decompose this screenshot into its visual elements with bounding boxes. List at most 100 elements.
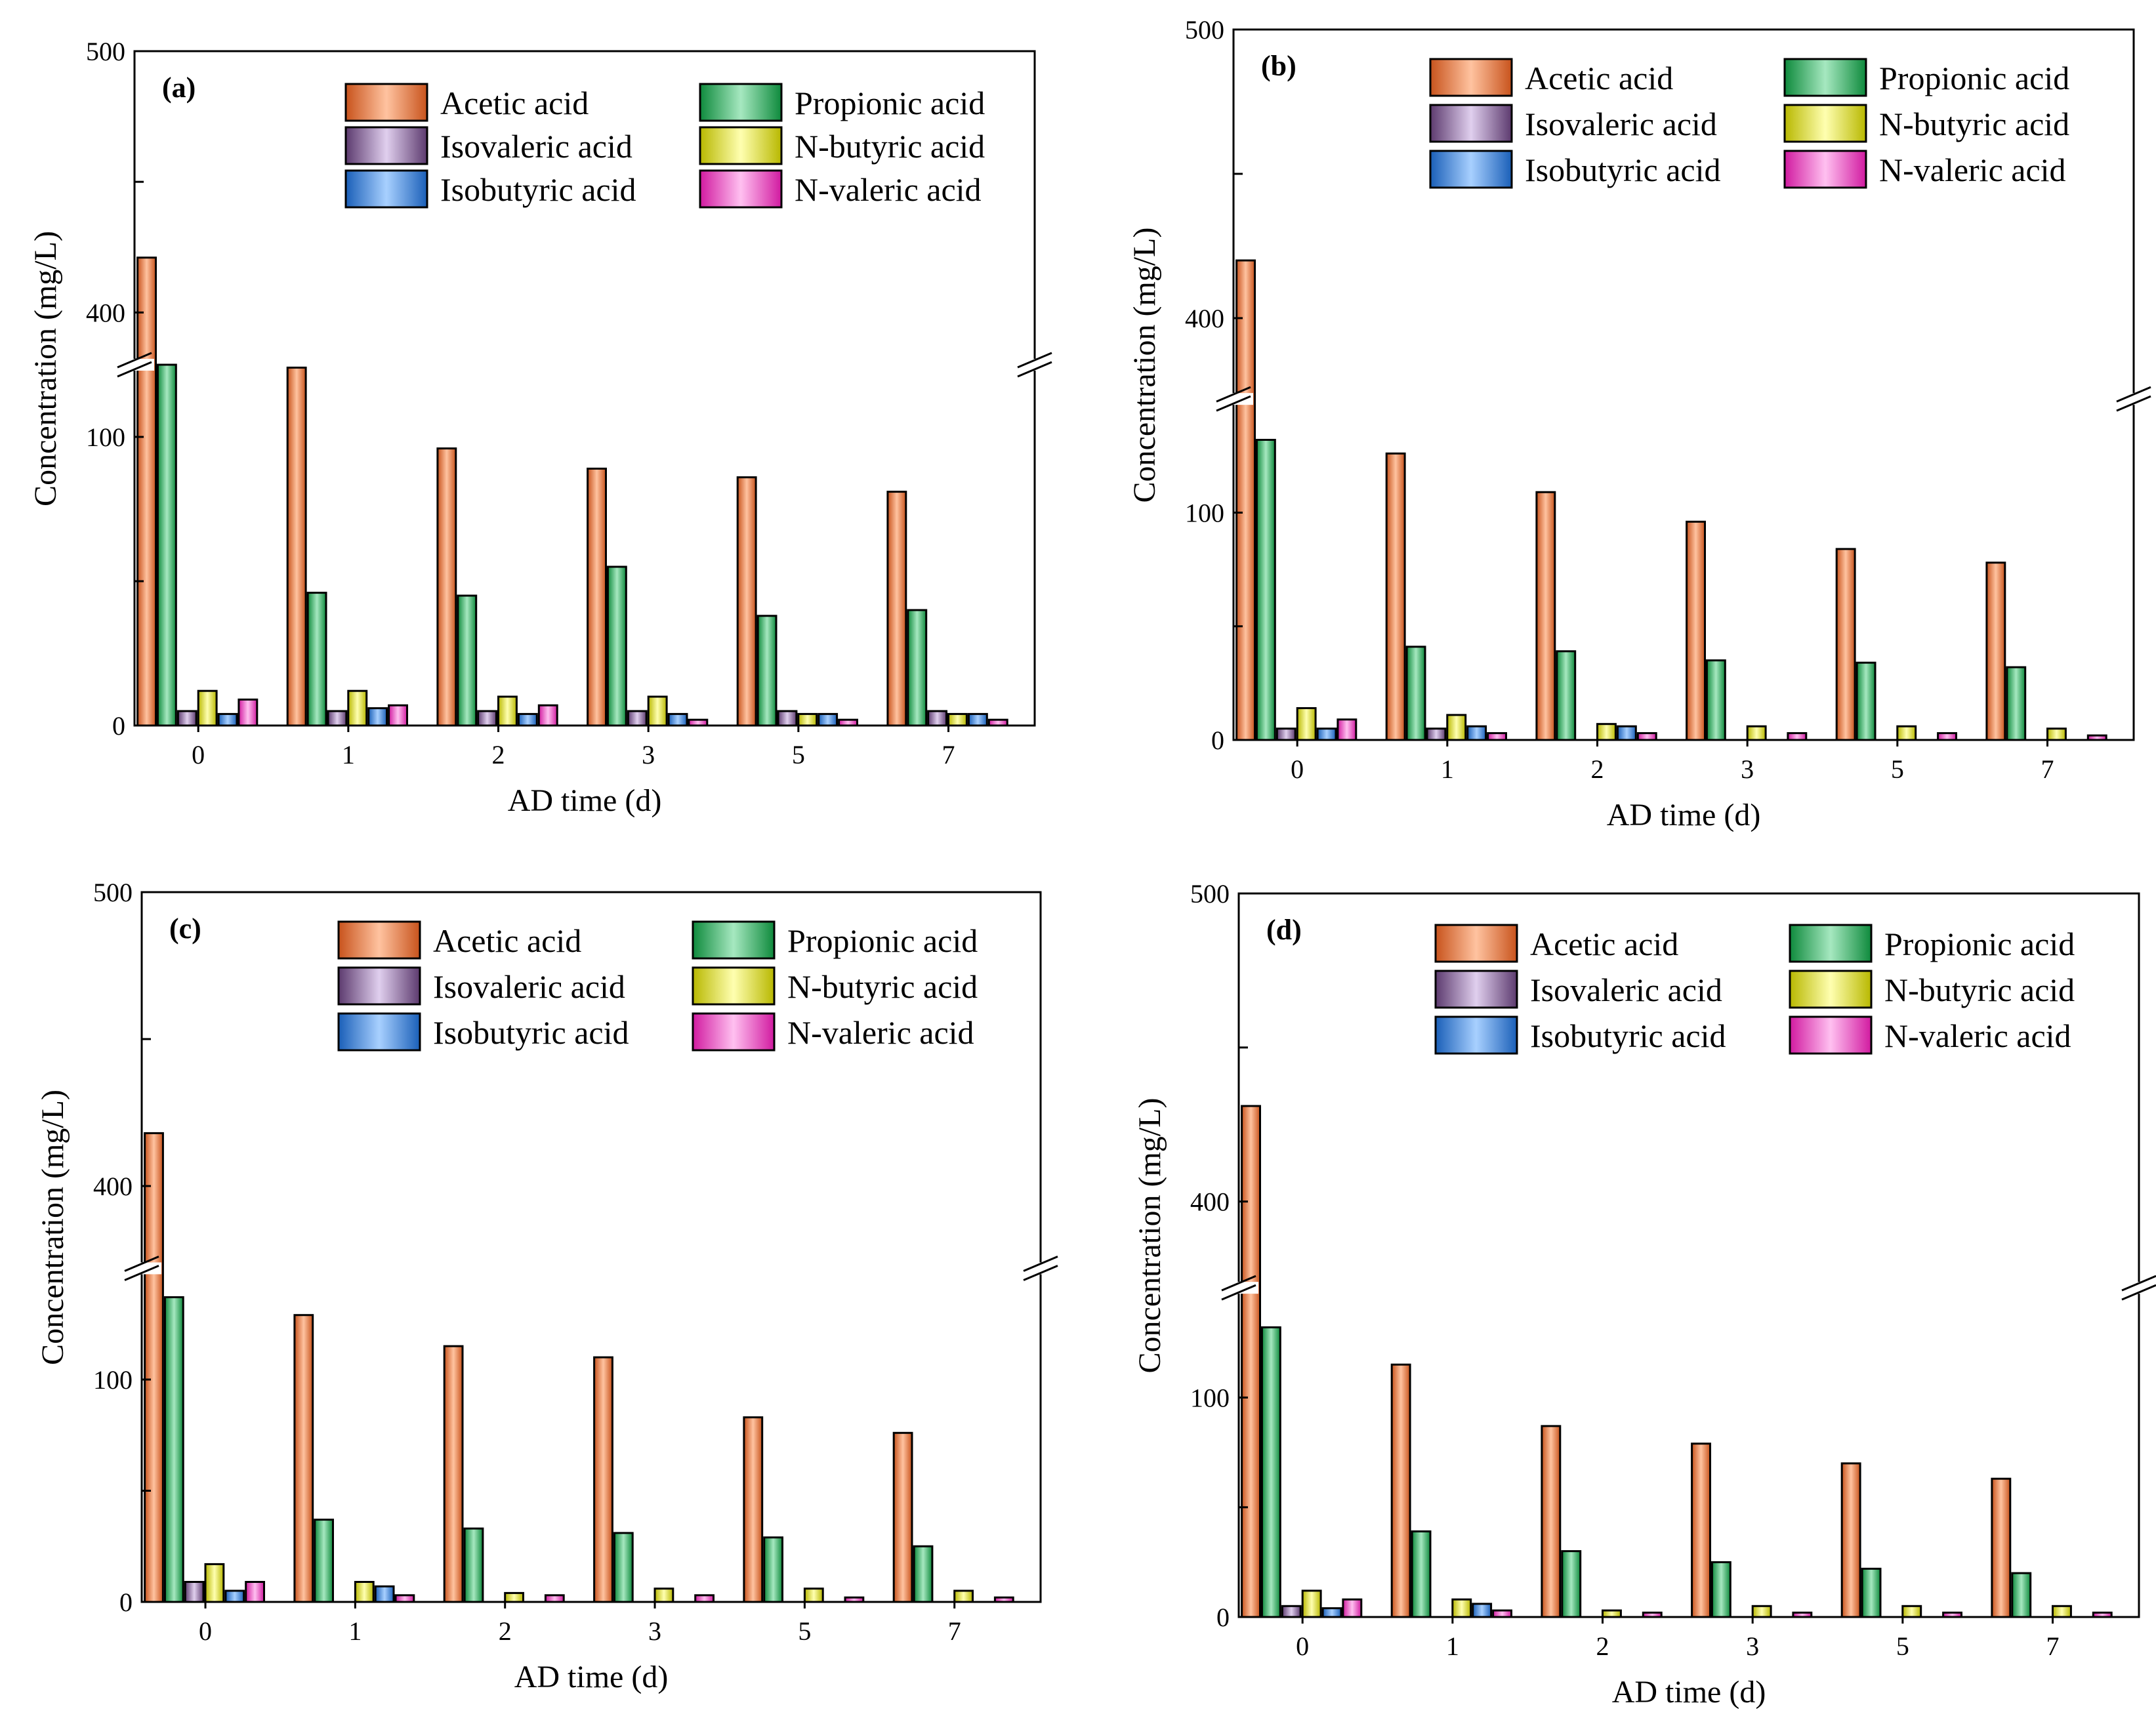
bar-b-n-valeric-acid-0 <box>1337 718 1358 741</box>
bar-c-acetic-acid-2 <box>443 1345 464 1603</box>
bar-c-acetic-acid-3 <box>593 1356 613 1603</box>
bar-d-acetic-acid-1 <box>1390 1363 1411 1618</box>
legend-swatch-n-valeric-acid <box>1783 150 1867 189</box>
x-tick-label: 5 <box>1891 754 1904 784</box>
bar-b-n-butyric-acid-3 <box>1746 725 1767 741</box>
panel-label: (c) <box>169 912 201 945</box>
bar-b-n-butyric-acid-1 <box>1446 714 1467 741</box>
bar-d-isobutyric-acid-1 <box>1472 1603 1493 1618</box>
x-tick-label: 7 <box>2046 1631 2060 1661</box>
bar-b-propionic-acid-2 <box>1556 650 1577 741</box>
y-tick-label: 400 <box>1190 1187 1230 1217</box>
x-tick-label: 1 <box>1441 754 1454 784</box>
bar-b-acetic-acid-1 <box>1385 452 1406 741</box>
bar-d-n-butyric-acid-1 <box>1451 1598 1472 1618</box>
legend-label-n-butyric-acid: N-butyric acid <box>795 128 985 165</box>
chart-panel-a: 0 100 400 500 0 1 2 3 5 7 AD time (d) Concentration… <box>28 37 1054 818</box>
bar-b-propionic-acid-7 <box>2006 666 2027 741</box>
axis-break-gap-left <box>115 359 154 371</box>
axis-break-gap-right <box>2114 393 2153 405</box>
legend-swatch-n-valeric-acid <box>699 169 783 209</box>
bar-c-propionic-acid-5 <box>763 1536 783 1603</box>
legend-swatch-acetic-acid <box>1429 58 1513 97</box>
bar-a-isovaleric-acid-0 <box>176 710 197 727</box>
bar-a-n-valeric-acid-2 <box>537 704 558 727</box>
legend-label-isobutyric-acid: Isobutyric acid <box>1530 1017 1726 1054</box>
bar-c-isobutyric-acid-0 <box>224 1589 245 1603</box>
bar-b-propionic-acid-3 <box>1705 659 1726 741</box>
bar-d-isobutyric-acid-0 <box>1321 1607 1342 1618</box>
y-axis-title: Concentration (mg/L) <box>1132 1098 1167 1374</box>
chart-panel-c: 0 100 400 500 0 1 2 3 5 7 AD time (d) Concentration… <box>35 878 1060 1694</box>
y-tick-label: 0 <box>1211 726 1224 755</box>
x-tick-label: 2 <box>499 1616 512 1646</box>
bar-b-propionic-acid-0 <box>1255 439 1276 741</box>
legend-swatch-n-valeric-acid <box>692 1012 776 1052</box>
bar-d-n-butyric-acid-7 <box>2052 1605 2072 1618</box>
y-tick-label: 100 <box>1190 1383 1230 1412</box>
bar-d-propionic-acid-3 <box>1710 1561 1731 1618</box>
legend-label-isobutyric-acid: Isobutyric acid <box>433 1014 629 1051</box>
legend-swatch-isobutyric-acid <box>1429 150 1513 189</box>
legend: Acetic acid Propionic acid Isovaleric acid… <box>344 83 985 209</box>
x-axis-title: AD time (d) <box>508 783 662 818</box>
x-tick-label: 0 <box>1296 1631 1309 1661</box>
x-tick-label: 2 <box>1591 754 1604 784</box>
x-tick-label: 3 <box>642 740 655 769</box>
legend-label-acetic-acid: Acetic acid <box>440 85 589 121</box>
bar-b-n-valeric-acid-3 <box>1787 732 1808 741</box>
bar-a-n-butyric-acid-3 <box>647 695 668 727</box>
axis-break-slash <box>1017 361 1052 378</box>
axis-break-slash <box>117 361 152 378</box>
bar-a-isobutyric-acid-5 <box>818 712 839 727</box>
axis-break-slash <box>124 1265 159 1281</box>
y-tick-label: 0 <box>1216 1603 1230 1632</box>
bar-a-acetic-acid-5 <box>736 476 757 727</box>
x-axis-title: AD time (d) <box>1607 798 1761 832</box>
bar-c-n-butyric-acid-1 <box>354 1581 375 1603</box>
bar-a-n-butyric-acid-0 <box>197 689 218 727</box>
bar-c-n-butyric-acid-3 <box>653 1587 674 1603</box>
legend-label-acetic-acid: Acetic acid <box>1525 60 1673 96</box>
bar-c-propionic-acid-3 <box>613 1532 634 1603</box>
bar-c-acetic-acid-7 <box>892 1431 913 1603</box>
legend-label-isobutyric-acid: Isobutyric acid <box>440 171 636 208</box>
legend-swatch-propionic-acid <box>1789 924 1873 963</box>
bar-b-isobutyric-acid-2 <box>1616 725 1637 741</box>
bar-b-n-butyric-acid-5 <box>1896 725 1917 741</box>
bar-b-isovaleric-acid-0 <box>1275 727 1296 741</box>
y-tick-label: 0 <box>119 1587 133 1617</box>
bar-d-n-butyric-acid-0 <box>1301 1589 1322 1618</box>
bar-a-acetic-acid-1 <box>286 366 307 727</box>
bar-a-n-butyric-acid-2 <box>497 695 518 727</box>
x-tick-label: 2 <box>1596 1631 1609 1661</box>
bar-d-n-butyric-acid-3 <box>1751 1605 1772 1618</box>
legend-swatch-n-butyric-acid <box>699 126 783 165</box>
legend-swatch-isovaleric-acid <box>1434 970 1518 1009</box>
bar-c-isovaleric-acid-0 <box>184 1581 205 1603</box>
bar-c-propionic-acid-7 <box>913 1545 934 1603</box>
bar-a-isobutyric-acid-1 <box>367 707 388 727</box>
legend-swatch-isovaleric-acid <box>1429 104 1513 143</box>
bar-c-n-butyric-acid-2 <box>504 1591 525 1603</box>
x-tick-label: 5 <box>798 1616 811 1646</box>
axis-break-slash <box>1023 1256 1058 1272</box>
x-tick-label: 0 <box>192 740 205 769</box>
axis-break-gap-right <box>1015 359 1054 371</box>
y-tick-label: 100 <box>86 422 125 452</box>
legend-label-n-valeric-acid: N-valeric acid <box>795 171 982 208</box>
panel-label: (b) <box>1261 50 1296 82</box>
y-tick-label: 500 <box>1190 879 1230 909</box>
bar-b-isobutyric-acid-1 <box>1466 725 1487 741</box>
legend-label-isovaleric-acid: Isovaleric acid <box>1525 106 1717 142</box>
x-axis-title: AD time (d) <box>1612 1675 1766 1710</box>
bar-c-isobutyric-acid-1 <box>374 1585 395 1603</box>
legend-label-isovaleric-acid: Isovaleric acid <box>440 128 632 165</box>
y-tick-label: 100 <box>93 1365 133 1395</box>
axis-break-slash <box>1221 1275 1256 1292</box>
bar-c-acetic-acid-1 <box>293 1314 314 1603</box>
bar-b-n-valeric-acid-1 <box>1487 732 1508 741</box>
legend-swatch-isovaleric-acid <box>337 966 421 1006</box>
y-axis-title: Concentration (mg/L) <box>35 1090 70 1365</box>
legend: Acetic acid Propionic acid Isovaleric acid… <box>337 920 978 1052</box>
